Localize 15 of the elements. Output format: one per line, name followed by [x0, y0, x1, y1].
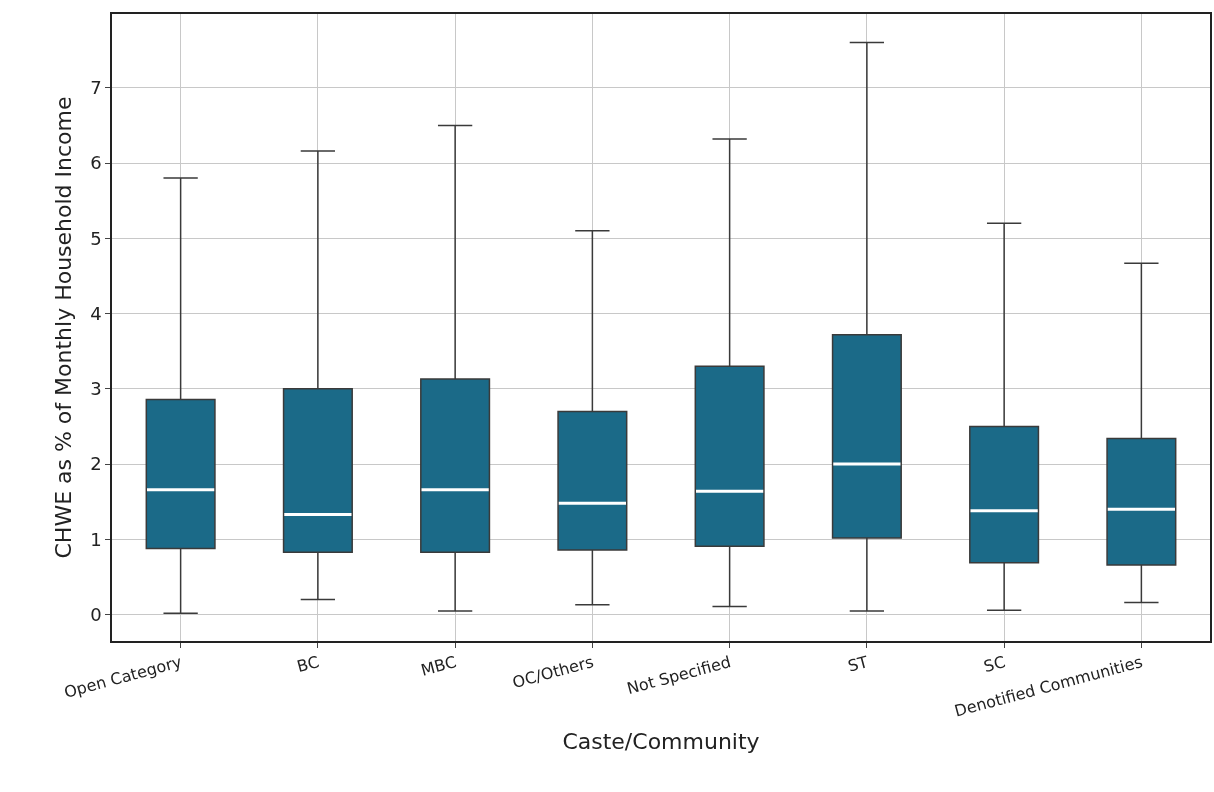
y-tick-label: 7	[90, 77, 102, 99]
y-tick-label: 6	[90, 152, 102, 174]
x-axis-title: Caste/Community	[562, 729, 760, 755]
x-tick-label: BC	[294, 652, 321, 677]
x-tick-label: MBC	[418, 652, 459, 680]
x-tick-label: SC	[981, 652, 1008, 677]
y-tick-label: 5	[90, 227, 102, 249]
y-axis-title: CHWE as % of Monthly Household Income	[51, 96, 77, 559]
x-tick-label: Open Category	[62, 652, 184, 702]
y-tick-label: 4	[90, 302, 102, 324]
y-tick-label: 1	[90, 528, 102, 550]
y-tick-label: 3	[90, 378, 102, 400]
y-tick-label: 0	[90, 603, 102, 625]
y-tick-label: 2	[90, 453, 102, 475]
x-tick-label: ST	[845, 652, 871, 676]
